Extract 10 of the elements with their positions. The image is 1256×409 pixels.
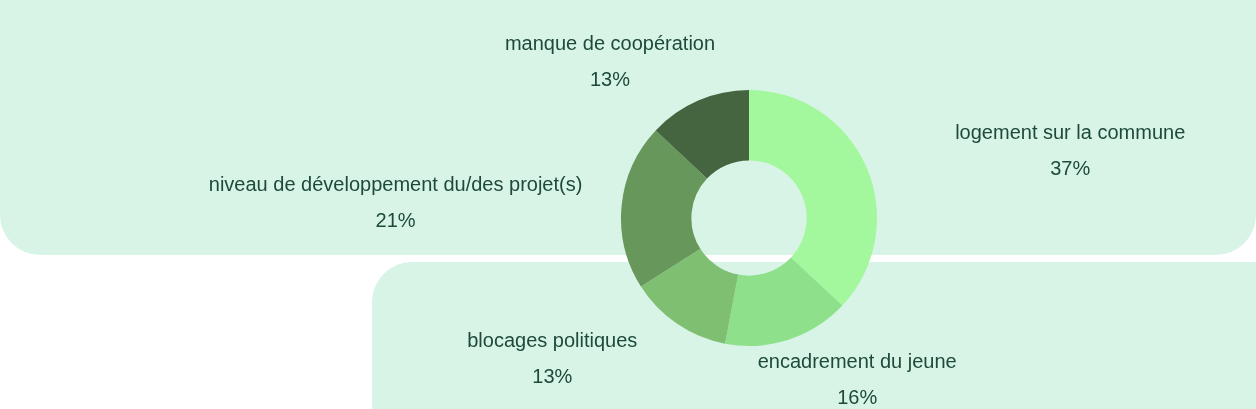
data-label: 13% [589, 68, 631, 91]
data-label: 37% [1050, 157, 1091, 179]
data-label: 21% [375, 208, 416, 231]
data-label: 16% [837, 386, 878, 409]
slice-label: manque de coopération [504, 32, 716, 55]
slice-label: niveau de développement du/des projet(s) [208, 172, 583, 195]
slice-label: blocages politiques [467, 329, 638, 352]
slice-label: logement sur la commune [955, 121, 1186, 143]
slice-label: encadrement du jeune [757, 350, 957, 373]
data-label: 13% [532, 365, 573, 388]
